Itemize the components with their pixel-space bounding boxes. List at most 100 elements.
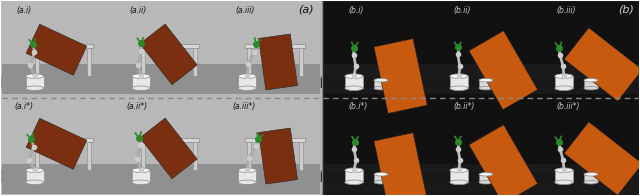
Bar [584, 174, 598, 182]
Ellipse shape [345, 86, 363, 90]
Text: (a.i): (a.i) [17, 6, 32, 15]
Bar [345, 76, 363, 88]
Ellipse shape [479, 78, 493, 82]
Polygon shape [564, 122, 640, 195]
Bar [87, 142, 91, 170]
Text: (b): (b) [618, 4, 634, 14]
Bar [132, 170, 150, 182]
Bar [35, 142, 39, 170]
Ellipse shape [374, 86, 388, 90]
Bar [321, 172, 431, 182]
Bar [106, 170, 216, 182]
Bar [247, 48, 251, 76]
Ellipse shape [26, 180, 44, 184]
Bar [26, 170, 44, 182]
Ellipse shape [450, 86, 468, 90]
Bar [450, 170, 468, 182]
Polygon shape [564, 28, 640, 101]
Ellipse shape [555, 168, 573, 172]
Bar [238, 170, 256, 182]
Polygon shape [26, 24, 87, 75]
Ellipse shape [238, 86, 256, 90]
Bar [2, 164, 320, 194]
Ellipse shape [479, 172, 493, 176]
Ellipse shape [584, 78, 598, 82]
Ellipse shape [555, 168, 573, 172]
Bar [238, 76, 256, 88]
Bar [33, 138, 93, 142]
Ellipse shape [345, 180, 363, 184]
Bar [345, 170, 363, 182]
Polygon shape [259, 128, 298, 184]
Ellipse shape [374, 78, 388, 82]
Text: (a.iii): (a.iii) [235, 6, 255, 15]
Ellipse shape [132, 180, 150, 184]
Bar [132, 76, 150, 88]
Ellipse shape [238, 74, 256, 78]
Ellipse shape [450, 168, 468, 172]
Ellipse shape [132, 168, 150, 172]
Bar [238, 170, 256, 182]
Bar [426, 172, 536, 182]
Ellipse shape [345, 168, 363, 172]
Text: (a.iii*): (a.iii*) [232, 102, 255, 111]
Bar [245, 138, 305, 142]
Ellipse shape [450, 74, 468, 78]
Bar [324, 64, 638, 94]
Ellipse shape [584, 172, 598, 176]
Text: (a.ii*): (a.ii*) [126, 102, 147, 111]
Ellipse shape [26, 74, 44, 78]
Ellipse shape [132, 74, 150, 78]
Bar [450, 76, 468, 88]
Bar [0, 76, 109, 88]
Polygon shape [374, 133, 427, 196]
Bar [374, 80, 388, 88]
Bar [321, 78, 431, 88]
Bar [0, 0, 322, 196]
Polygon shape [374, 39, 427, 113]
Bar [132, 76, 150, 88]
Ellipse shape [450, 86, 468, 90]
Ellipse shape [26, 180, 44, 184]
Polygon shape [140, 118, 197, 179]
Polygon shape [469, 125, 538, 196]
Bar [299, 48, 303, 76]
Bar [555, 76, 573, 88]
Text: (b.i): (b.i) [348, 6, 364, 15]
Bar [238, 76, 256, 88]
Text: (b.i*): (b.i*) [348, 102, 367, 111]
Ellipse shape [238, 86, 256, 90]
Ellipse shape [555, 74, 573, 78]
Ellipse shape [238, 74, 256, 78]
Bar [139, 44, 199, 48]
Ellipse shape [26, 86, 44, 90]
Bar [106, 76, 216, 88]
Bar [426, 78, 536, 88]
Ellipse shape [479, 181, 493, 184]
Ellipse shape [132, 74, 150, 78]
Ellipse shape [132, 180, 150, 184]
Bar [26, 170, 44, 182]
Ellipse shape [345, 74, 363, 78]
Polygon shape [259, 34, 298, 90]
Bar [193, 142, 197, 170]
Bar [141, 48, 145, 76]
Ellipse shape [450, 168, 468, 172]
Bar [132, 170, 150, 182]
Bar [87, 48, 91, 76]
Ellipse shape [26, 168, 44, 172]
Ellipse shape [374, 181, 388, 184]
Bar [555, 76, 573, 88]
Ellipse shape [132, 168, 150, 172]
Bar [531, 78, 640, 88]
Bar [531, 172, 640, 182]
Ellipse shape [345, 74, 363, 78]
Bar [450, 170, 468, 182]
Ellipse shape [132, 86, 150, 90]
Ellipse shape [345, 168, 363, 172]
Bar [35, 48, 39, 76]
Ellipse shape [555, 180, 573, 184]
Bar [0, 170, 109, 182]
Bar [26, 76, 44, 88]
Bar [2, 64, 320, 94]
